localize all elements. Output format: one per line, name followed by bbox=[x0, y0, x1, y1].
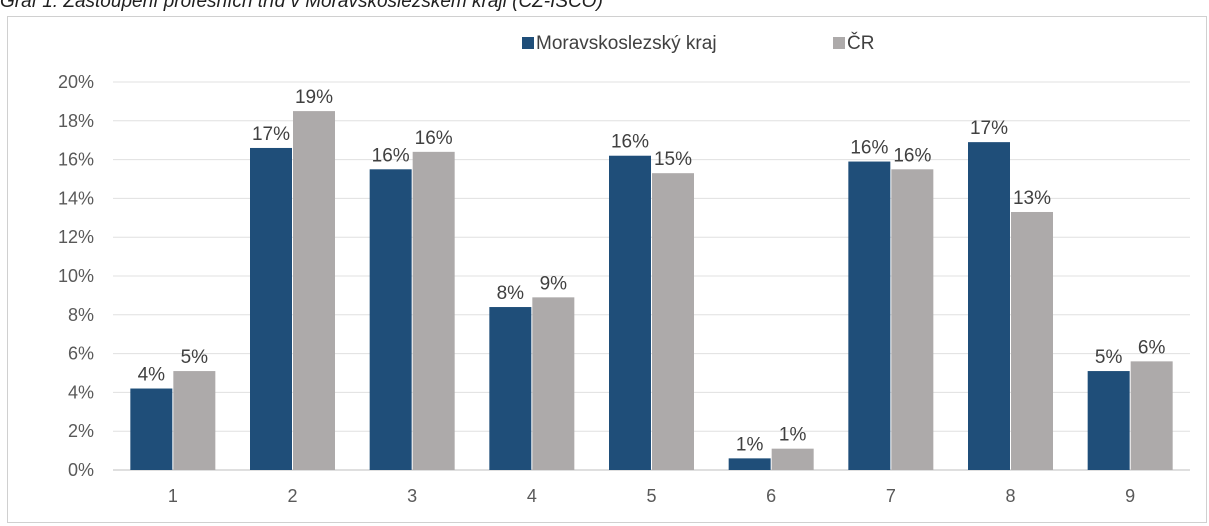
bar-cr bbox=[771, 448, 814, 470]
bar-moravskoslezsky bbox=[130, 388, 173, 470]
data-labels: 4%5%17%19%16%16%8% 9%16%15%1% 1%16% 16%17%1… bbox=[138, 87, 1166, 455]
bar-moravskoslezsky bbox=[848, 161, 891, 471]
x-axis: 1 2 3 4 5 6 7 8 9 bbox=[168, 486, 1135, 506]
y-tick-label: 2% bbox=[68, 421, 94, 441]
x-tick-label: 6 bbox=[766, 486, 776, 506]
data-label: 5% bbox=[181, 347, 209, 368]
legend: Moravskoslezský kraj ČR bbox=[522, 32, 874, 54]
bar-cr bbox=[412, 151, 455, 470]
data-label: 16% bbox=[850, 138, 888, 159]
data-label: 15% bbox=[654, 149, 692, 170]
gridlines bbox=[113, 81, 1190, 471]
data-label: 19% bbox=[295, 87, 333, 108]
bar-cr bbox=[173, 371, 216, 470]
data-label: 16% bbox=[893, 145, 931, 166]
bar-moravskoslezsky bbox=[1087, 371, 1130, 470]
x-tick-label: 3 bbox=[407, 486, 417, 506]
y-tick-label: 0% bbox=[68, 460, 94, 480]
bar-cr bbox=[532, 297, 575, 470]
y-tick-label: 12% bbox=[58, 227, 94, 247]
y-tick-label: 20% bbox=[58, 72, 94, 92]
bar-cr bbox=[652, 173, 694, 470]
y-tick-label: 18% bbox=[58, 111, 94, 131]
y-tick-label: 10% bbox=[58, 266, 94, 286]
y-tick-label: 14% bbox=[58, 188, 94, 208]
data-label: 16% bbox=[415, 128, 453, 149]
y-tick-label: 4% bbox=[68, 382, 94, 402]
bars bbox=[130, 111, 1173, 471]
data-label: 16% bbox=[372, 145, 410, 166]
bar-cr bbox=[1130, 361, 1173, 470]
data-label: 1% bbox=[736, 434, 764, 455]
x-tick-label: 7 bbox=[886, 486, 896, 506]
data-label: 1% bbox=[779, 425, 807, 446]
x-tick-label: 1 bbox=[168, 486, 178, 506]
legend-label: ČR bbox=[847, 32, 874, 54]
y-tick-label: 16% bbox=[58, 150, 94, 170]
bar-cr bbox=[293, 111, 335, 470]
legend-label: Moravskoslezský kraj bbox=[536, 33, 717, 54]
bar-moravskoslezsky bbox=[609, 155, 651, 470]
x-tick-label: 8 bbox=[1005, 486, 1015, 506]
legend-swatch bbox=[833, 37, 845, 49]
data-label: 13% bbox=[1013, 188, 1051, 209]
data-label: 9% bbox=[540, 273, 568, 294]
bar-moravskoslezsky bbox=[250, 147, 292, 470]
x-tick-label: 5 bbox=[646, 486, 656, 506]
data-label: 4% bbox=[138, 365, 166, 386]
x-tick-label: 2 bbox=[287, 486, 297, 506]
y-axis: 0% 2% 4% 6% 8% 10% 12% 14% 16% 18% 20% bbox=[58, 72, 94, 480]
data-label: 8% bbox=[497, 283, 525, 304]
data-label: 6% bbox=[1138, 337, 1166, 358]
x-tick-label: 4 bbox=[527, 486, 537, 506]
y-tick-label: 6% bbox=[68, 344, 94, 364]
legend-swatch bbox=[522, 37, 534, 49]
bar-moravskoslezsky bbox=[968, 142, 1010, 470]
data-label: 17% bbox=[252, 124, 290, 145]
bar-moravskoslezsky bbox=[728, 458, 771, 470]
data-label: 17% bbox=[970, 118, 1008, 139]
bar-moravskoslezsky bbox=[369, 169, 412, 471]
data-label: 16% bbox=[611, 132, 649, 153]
bar-cr bbox=[891, 169, 934, 471]
y-tick-label: 8% bbox=[68, 305, 94, 325]
data-label: 5% bbox=[1095, 347, 1123, 368]
bar-cr bbox=[1011, 211, 1053, 471]
x-tick-label: 9 bbox=[1125, 486, 1135, 506]
chart-caption: Graf 1: Zastoupení profesních tříd v Mor… bbox=[0, 0, 603, 12]
bar-moravskoslezsky bbox=[489, 307, 532, 470]
